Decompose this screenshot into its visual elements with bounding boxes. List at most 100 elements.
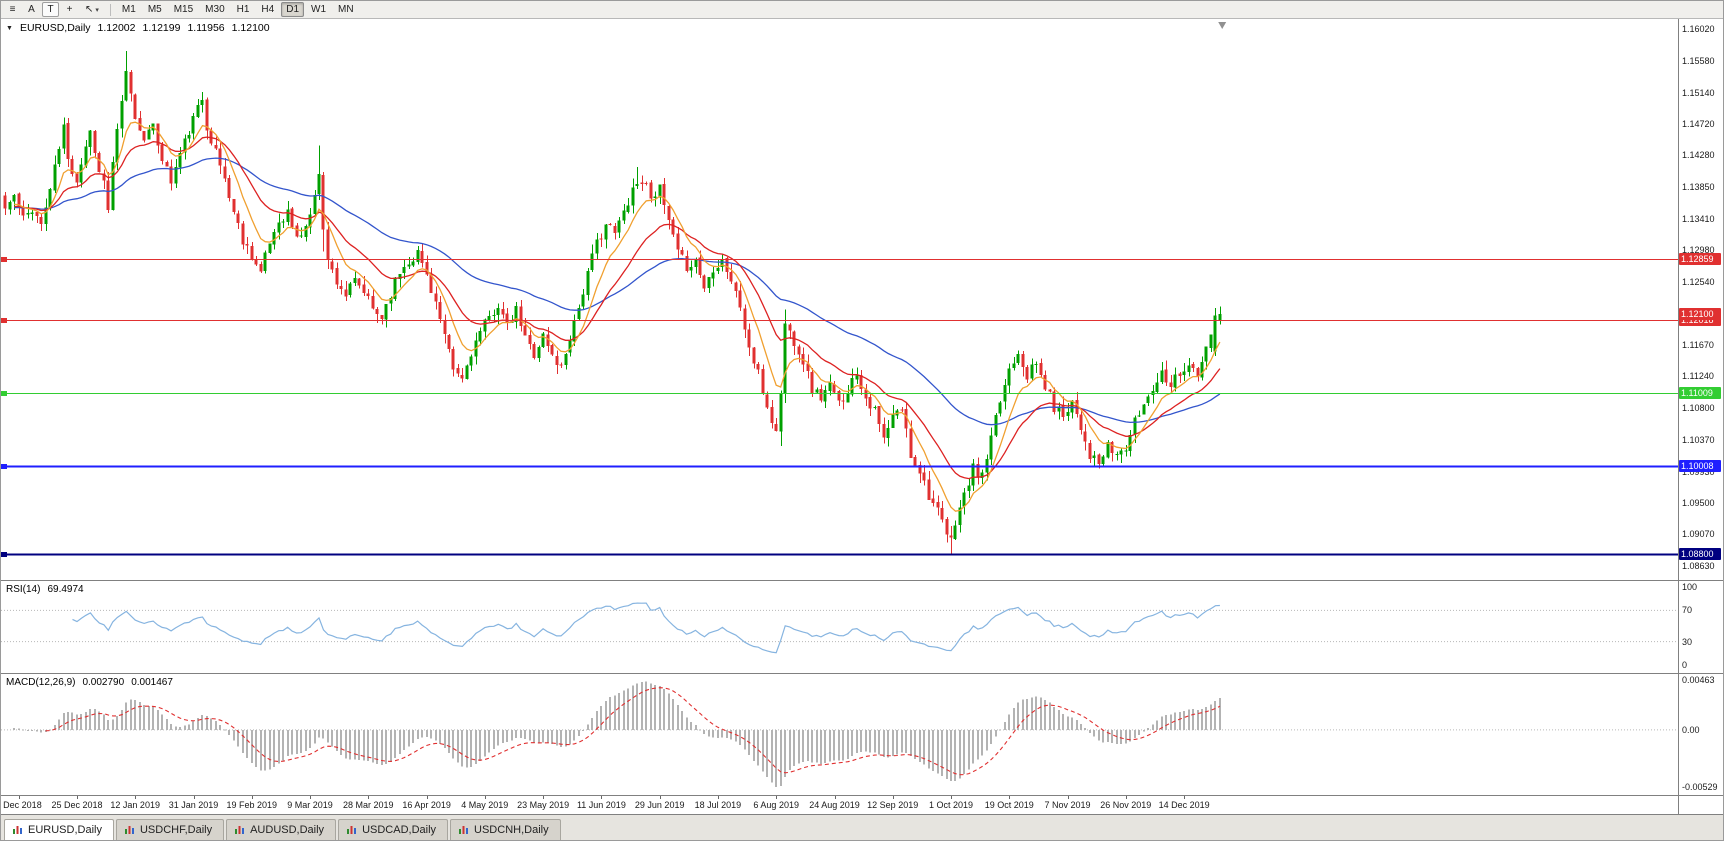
macd-row: MACD(12,26,9) 0.002790 0.001467 0.004630… <box>1 673 1723 795</box>
rsi-scale[interactable]: 10070300 <box>1678 581 1723 673</box>
scale-corner <box>1678 796 1723 814</box>
time-axis-label: 19 Feb 2019 <box>227 800 278 810</box>
time-axis-label: 23 May 2019 <box>517 800 569 810</box>
price-scale-tick: 1.11670 <box>1682 340 1714 350</box>
timeframe-m30-button[interactable]: M30 <box>200 2 229 17</box>
crosshair-button-glyph: + <box>67 4 73 15</box>
time-axis-label: 6 Aug 2019 <box>753 800 799 810</box>
time-axis-tick <box>310 796 311 799</box>
rsi-scale-tick: 100 <box>1682 582 1697 592</box>
price-scale-tick: 1.09070 <box>1682 529 1715 539</box>
timeframe-h4-button[interactable]: H4 <box>256 2 279 17</box>
collapse-triangle-icon[interactable]: ▼ <box>6 25 13 32</box>
chart-tab-label: USDCHF,Daily <box>140 824 212 836</box>
macd-scale-tick: 0.00463 <box>1682 675 1715 685</box>
price-level-badge: 1.12859 <box>1679 253 1721 265</box>
macd-scale-tick: 0.00 <box>1682 725 1700 735</box>
charts-list-icon[interactable]: ≡ <box>4 2 21 17</box>
rsi-scale-tick: 70 <box>1682 605 1692 615</box>
macd-scale-tick: -0.00529 <box>1682 782 1718 792</box>
time-axis-tick <box>135 796 136 799</box>
timeframe-m1-button[interactable]: M1 <box>117 2 141 17</box>
price-chart-pane[interactable]: ▼ EURUSD,Daily 1.12002 1.12199 1.11956 1… <box>1 19 1678 580</box>
time-axis-label: 24 Aug 2019 <box>809 800 860 810</box>
chart-shift-marker-icon <box>1218 22 1226 29</box>
price-scale-tick: 1.15140 <box>1682 88 1715 98</box>
price-scale-tick: 1.15580 <box>1682 56 1715 66</box>
chart-tab-audusd-daily[interactable]: AUDUSD,Daily <box>226 819 336 840</box>
time-axis-tick <box>368 796 369 799</box>
time-axis-tick <box>951 796 952 799</box>
price-level-badge: 1.10008 <box>1679 460 1721 472</box>
time-axis-label: 7 Nov 2019 <box>1044 800 1090 810</box>
price-level-badge: 1.12100 <box>1679 308 1721 320</box>
macd-canvas <box>1 674 1678 795</box>
chart-tab-icon <box>124 825 135 835</box>
level-left-marker <box>1 464 7 469</box>
time-axis[interactable]: 6 Dec 201825 Dec 201812 Jan 201931 Jan 2… <box>1 796 1678 814</box>
time-axis-label: 9 Mar 2019 <box>287 800 333 810</box>
timeframe-d1-button[interactable]: D1 <box>281 2 304 17</box>
time-axis-label: 28 Mar 2019 <box>343 800 394 810</box>
candlestick-canvas <box>1 19 1678 580</box>
chart-tab-usdcad-daily[interactable]: USDCAD,Daily <box>338 819 448 840</box>
timeframe-w1-button[interactable]: W1 <box>306 2 331 17</box>
time-axis-tick <box>194 796 195 799</box>
price-scale-tick: 1.12540 <box>1682 277 1715 287</box>
text-box-button[interactable]: T <box>42 2 59 17</box>
time-axis-tick <box>1009 796 1010 799</box>
rsi-scale-tick: 30 <box>1682 637 1692 647</box>
rsi-row: RSI(14) 69.4974 10070300 <box>1 580 1723 673</box>
time-axis-tick <box>252 796 253 799</box>
time-axis-label: 11 Jun 2019 <box>577 800 626 810</box>
time-axis-tick <box>1126 796 1127 799</box>
timeframe-mn-button[interactable]: MN <box>333 2 359 17</box>
timeframe-h1-button[interactable]: H1 <box>232 2 255 17</box>
macd-pane[interactable]: MACD(12,26,9) 0.002790 0.001467 <box>1 674 1678 795</box>
price-scale[interactable]: 1.160201.155801.151401.147201.142801.138… <box>1678 19 1723 580</box>
price-scale-tick: 1.14280 <box>1682 150 1715 160</box>
time-axis-tick <box>1184 796 1185 799</box>
time-axis-tick <box>776 796 777 799</box>
time-axis-tick <box>19 796 20 799</box>
crosshair-button[interactable]: + <box>61 2 78 17</box>
time-axis-label: 12 Sep 2019 <box>867 800 918 810</box>
price-level-badge: 1.08800 <box>1679 548 1721 560</box>
rsi-pane[interactable]: RSI(14) 69.4974 <box>1 581 1678 673</box>
rsi-current-value: 69.4974 <box>47 584 83 595</box>
time-axis-tick <box>427 796 428 799</box>
dropdown-caret-icon: ▾ <box>95 6 99 14</box>
symbol-period-label: EURUSD,Daily <box>20 22 91 34</box>
price-scale-tick: 1.16020 <box>1682 24 1715 34</box>
cursor-tool-button[interactable]: ↖▾ <box>80 2 104 17</box>
macd-scale[interactable]: 0.00463 0.00 -0.00529 <box>1678 674 1723 795</box>
time-axis-tick <box>1068 796 1069 799</box>
chart-tab-label: USDCNH,Daily <box>474 824 549 836</box>
chart-tab-eurusd-daily[interactable]: EURUSD,Daily <box>4 819 114 840</box>
macd-main-value: 0.002790 <box>82 677 124 688</box>
chart-tab-label: AUDUSD,Daily <box>250 824 324 836</box>
level-left-marker <box>1 391 7 396</box>
time-axis-tick <box>835 796 836 799</box>
level-left-marker <box>1 318 7 323</box>
time-axis-label: 29 Jun 2019 <box>635 800 685 810</box>
timeframe-m15-button[interactable]: M15 <box>169 2 198 17</box>
cursor-tool-button-glyph: ↖ <box>85 4 93 15</box>
timeframe-m5-button[interactable]: M5 <box>143 2 167 17</box>
price-scale-tick: 1.10370 <box>1682 435 1715 445</box>
ohlc-low-value: 1.11956 <box>187 22 224 34</box>
chart-tab-usdchf-daily[interactable]: USDCHF,Daily <box>116 819 224 840</box>
annotate-text-button[interactable]: A <box>23 2 40 17</box>
price-scale-tick: 1.13850 <box>1682 182 1715 192</box>
chart-tab-label: EURUSD,Daily <box>28 824 102 836</box>
time-axis-label: 6 Dec 2018 <box>1 800 42 810</box>
time-axis-label: 26 Nov 2019 <box>1100 800 1151 810</box>
chart-tab-icon <box>234 825 245 835</box>
level-left-marker <box>1 552 7 557</box>
time-axis-label: 4 May 2019 <box>461 800 508 810</box>
chart-tab-icon <box>12 825 23 835</box>
chart-tab-usdcnh-daily[interactable]: USDCNH,Daily <box>450 819 561 840</box>
toolbar-separator <box>110 4 111 16</box>
time-axis-tick <box>893 796 894 799</box>
time-axis-tick <box>660 796 661 799</box>
